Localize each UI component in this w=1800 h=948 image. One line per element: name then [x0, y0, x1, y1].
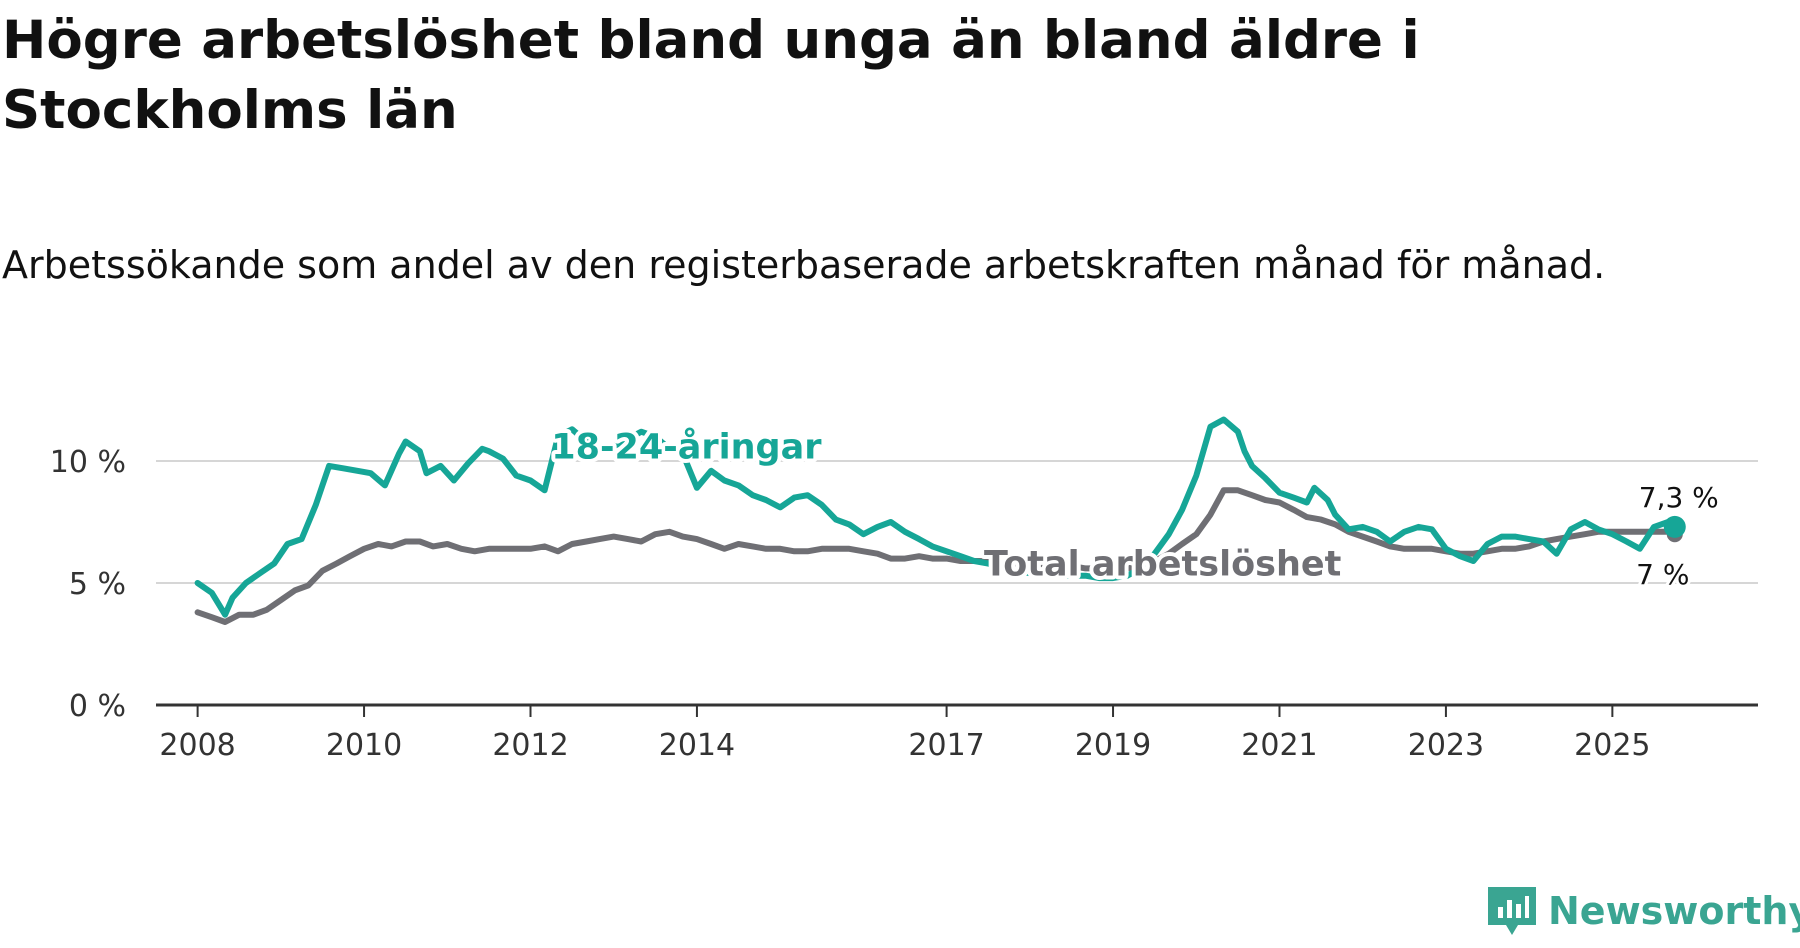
- newsworthy-brand: Newsworthy: [1488, 887, 1800, 935]
- series-label-18-24: 18-24-åringar: [551, 427, 822, 468]
- x-tick-label: 2014: [659, 728, 735, 763]
- axes: 0 % 5 % 10 % 2008 2010 2012 2014 2017 2019 2021 20…: [50, 445, 1758, 763]
- y-tick-label: 0 %: [69, 689, 126, 724]
- x-tick-label: 2012: [492, 728, 568, 763]
- end-label-total: 7 %: [1636, 558, 1689, 591]
- newsworthy-logo-icon: [1488, 887, 1536, 935]
- series-lines: [194, 416, 1686, 625]
- x-tick-label: 2021: [1241, 728, 1317, 763]
- y-tick-label: 10 %: [50, 445, 126, 480]
- end-label-18-24: 7,3 %: [1639, 481, 1719, 514]
- brand-name: Newsworthy: [1548, 889, 1800, 933]
- x-tick-label: 2017: [908, 728, 984, 763]
- series-labels: 18-24-åringar Total arbetslöshet 7,3 % 7 %: [547, 423, 1722, 595]
- x-tick-label: 2019: [1075, 728, 1151, 763]
- series-label-total: Total arbetslöshet: [984, 545, 1341, 585]
- x-tick-label: 2010: [326, 728, 402, 763]
- series-line-18-24: [194, 416, 1678, 618]
- chart-title: Högre arbetslöshet bland unga än bland ä…: [2, 10, 1420, 141]
- series-line-total: [194, 487, 1678, 625]
- chart-subtitle: Arbetssökande som andel av den registerb…: [2, 243, 1606, 287]
- gridlines: [156, 460, 1758, 584]
- x-tick-label: 2023: [1408, 728, 1484, 763]
- y-tick-label: 5 %: [69, 567, 126, 602]
- x-tick-label: 2025: [1574, 728, 1650, 763]
- end-point-18-24: [1663, 515, 1686, 538]
- x-tick-label: 2008: [159, 728, 235, 763]
